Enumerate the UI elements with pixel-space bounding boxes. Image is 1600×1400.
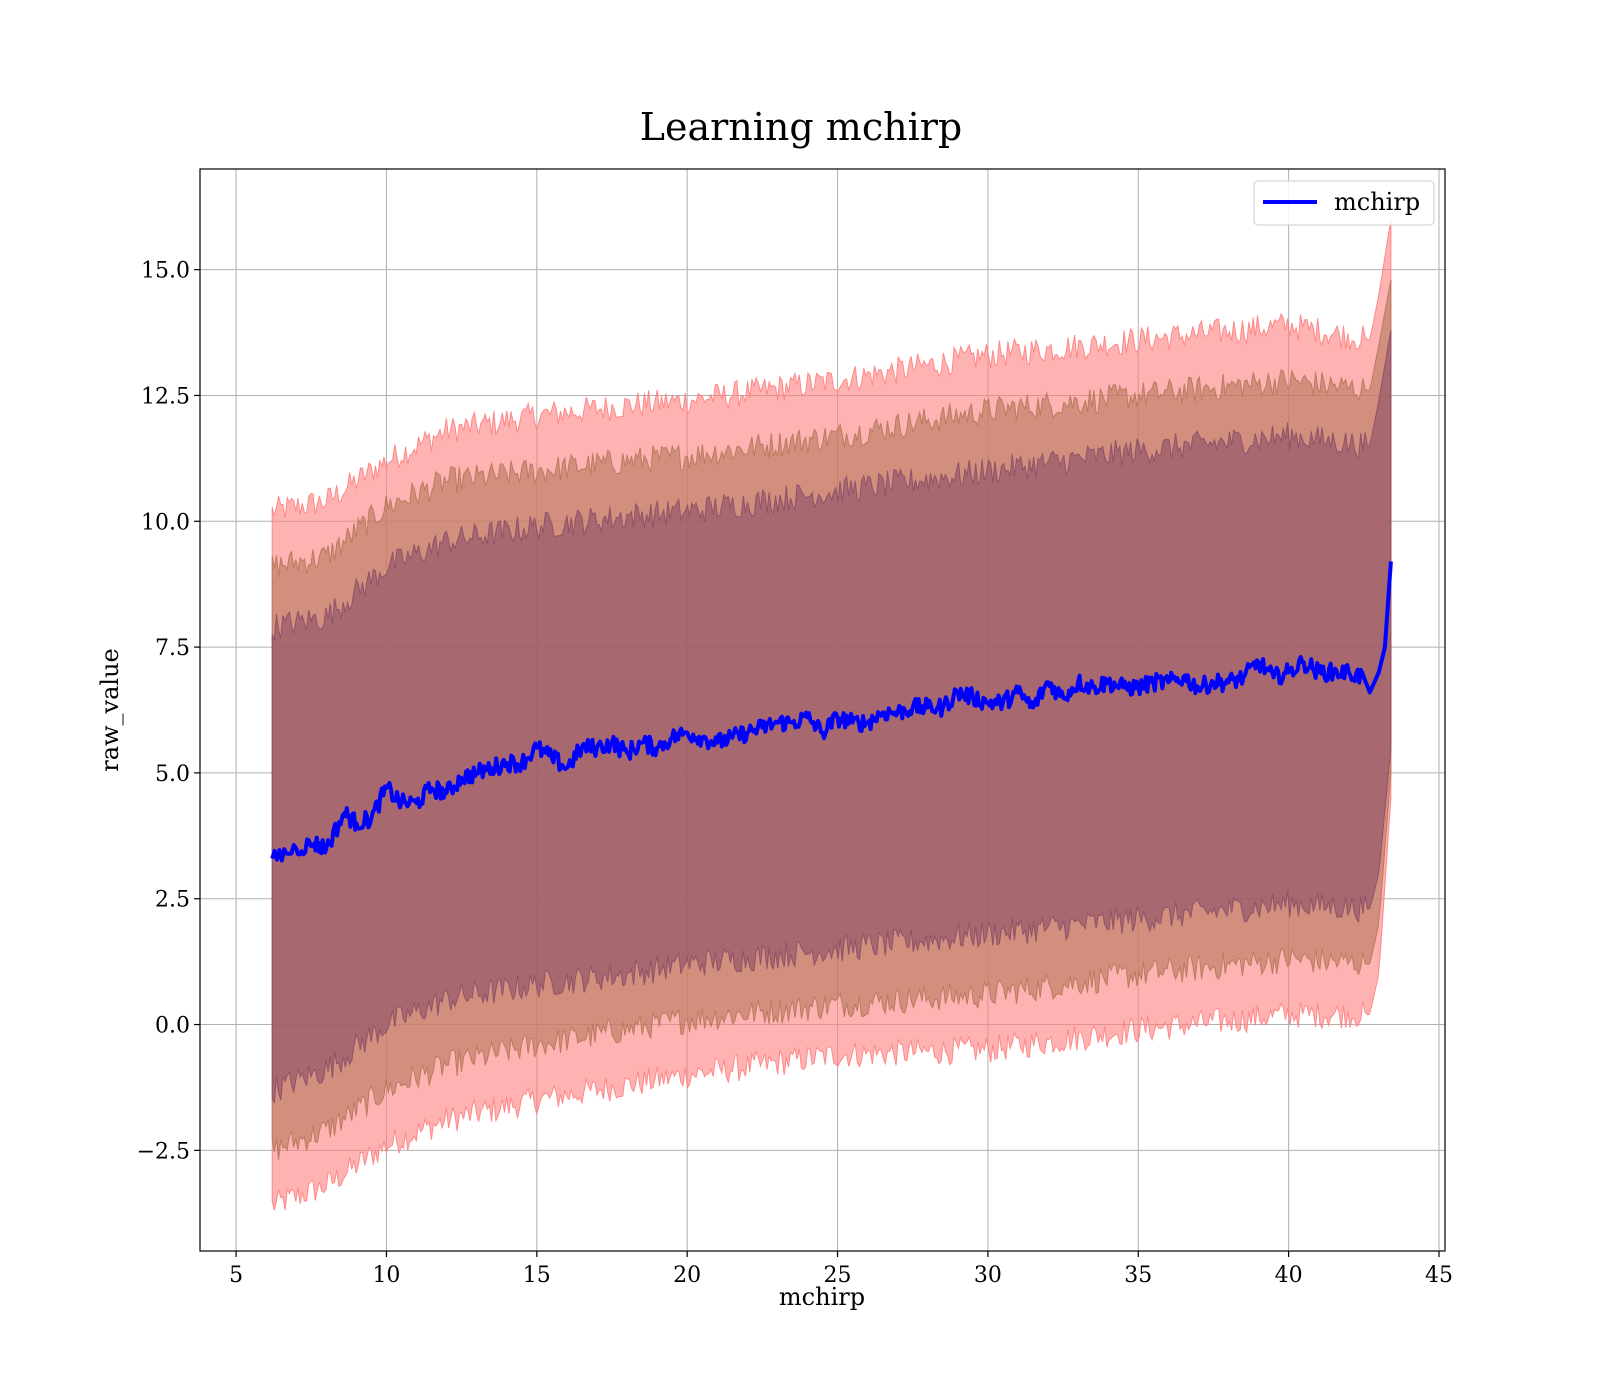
y-tick-label-3: 5.0	[155, 762, 190, 787]
x-tick-label-6: 35	[1124, 1263, 1152, 1288]
legend-box	[1253, 180, 1435, 226]
x-tick-label-3: 20	[673, 1263, 701, 1288]
x-axis-label: mchirp	[779, 1283, 865, 1311]
x-tick-label-4: 25	[824, 1263, 852, 1288]
y-tick-label-1: 0.0	[155, 1014, 190, 1039]
y-tick-label-4: 7.5	[155, 636, 190, 661]
series-line-mchirp	[270, 561, 1393, 863]
y-tick-label-6: 12.5	[141, 384, 190, 409]
chart-title: Learning mchirp	[640, 105, 962, 149]
legend: mchirp	[1253, 180, 1435, 226]
plot-frame	[199, 168, 1446, 1252]
series-layer	[270, 561, 1393, 863]
y-axis-ticks: −2.5 0.0 2.5 5.0 7.5 10.0 12.5 15.0	[137, 259, 200, 1164]
x-tick-label-0: 5	[229, 1263, 243, 1288]
legend-entry: mchirp	[1334, 188, 1420, 216]
x-tick-label-7: 40	[1275, 1263, 1303, 1288]
y-tick-label-2: 2.5	[155, 888, 190, 913]
uncertainty-bands	[271, 219, 1392, 1211]
x-tick-label-1: 10	[372, 1263, 400, 1288]
x-tick-label-2: 15	[523, 1263, 551, 1288]
y-tick-label-5: 10.0	[141, 510, 190, 535]
y-tick-label-7: 15.0	[141, 259, 190, 284]
y-axis-label: raw_value	[96, 648, 124, 772]
x-tick-label-8: 45	[1425, 1263, 1453, 1288]
x-tick-label-5: 30	[974, 1263, 1002, 1288]
y-tick-label-0: −2.5	[137, 1139, 190, 1164]
x-axis-ticks: 5 10 15 20 25 30 35 40 45	[229, 1251, 1453, 1288]
